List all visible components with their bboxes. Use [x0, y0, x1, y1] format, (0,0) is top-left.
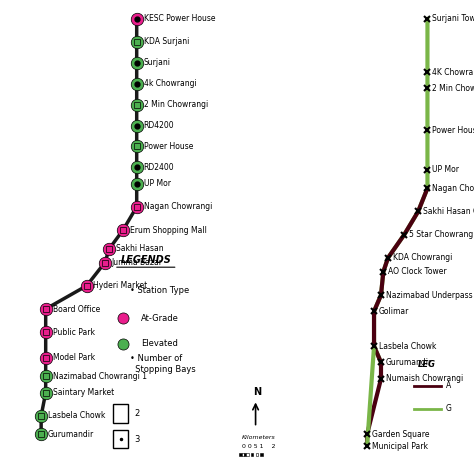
- Text: Saintary Market: Saintary Market: [53, 388, 114, 397]
- Text: Jumma Bazar: Jumma Bazar: [112, 258, 163, 267]
- Text: Model Park: Model Park: [53, 353, 95, 362]
- FancyBboxPatch shape: [113, 430, 128, 448]
- Text: Elevated: Elevated: [141, 339, 178, 348]
- Text: Board Office: Board Office: [53, 304, 100, 313]
- Text: At-Grade: At-Grade: [141, 314, 179, 323]
- Text: Municipal Park: Municipal Park: [372, 442, 428, 450]
- Text: Erum Shopping Mall: Erum Shopping Mall: [130, 226, 207, 235]
- Text: Public Park: Public Park: [53, 328, 94, 337]
- Bar: [251, 453, 253, 456]
- Text: AO Clock Tower: AO Clock Tower: [388, 267, 447, 276]
- Text: A: A: [446, 381, 451, 390]
- Text: 2: 2: [135, 409, 140, 418]
- Bar: [244, 453, 246, 456]
- Text: • Number of
  Stopping Bays: • Number of Stopping Bays: [130, 354, 196, 374]
- Text: Surjani Town: Surjani Town: [432, 14, 474, 23]
- Bar: [242, 453, 244, 456]
- Text: RD4200: RD4200: [144, 121, 174, 130]
- Text: 2 Min Chowrangi: 2 Min Chowrangi: [144, 100, 208, 109]
- Text: Gurumandir: Gurumandir: [48, 430, 94, 439]
- FancyBboxPatch shape: [113, 404, 128, 423]
- Text: Lasbela Chowk: Lasbela Chowk: [379, 342, 436, 351]
- Text: 4K Chowrangi: 4K Chowrangi: [432, 68, 474, 77]
- Text: Kilometers: Kilometers: [242, 435, 275, 440]
- Text: Power House: Power House: [432, 126, 474, 135]
- Text: UP Mor: UP Mor: [144, 179, 171, 188]
- Text: Nagan Chow: Nagan Chow: [432, 184, 474, 193]
- Text: Gurumandir: Gurumandir: [386, 358, 432, 367]
- Text: 0 0 5 1    2: 0 0 5 1 2: [242, 444, 275, 449]
- Text: KDA Chowrangi: KDA Chowrangi: [392, 254, 452, 263]
- Text: Golimar: Golimar: [379, 307, 409, 316]
- Text: Surjani: Surjani: [144, 58, 171, 67]
- Text: 5 Star Chowrangi: 5 Star Chowrangi: [409, 230, 474, 239]
- Text: Garden Square: Garden Square: [372, 430, 429, 439]
- Text: KDA Surjani: KDA Surjani: [144, 37, 189, 46]
- Bar: [260, 453, 263, 456]
- Text: UP Mor: UP Mor: [432, 165, 459, 174]
- Text: Nazimabad Chowrangi 1: Nazimabad Chowrangi 1: [53, 372, 146, 381]
- Text: 4k Chowrangi: 4k Chowrangi: [144, 79, 196, 88]
- Bar: [239, 453, 242, 456]
- Text: LEGENDS: LEGENDS: [120, 255, 171, 265]
- Text: Nazimabad Underpass: Nazimabad Underpass: [386, 291, 472, 300]
- Bar: [246, 453, 248, 456]
- Text: KESC Power House: KESC Power House: [144, 14, 215, 23]
- Text: Hyderi Market: Hyderi Market: [93, 281, 148, 290]
- Text: Numaish Chowrangi: Numaish Chowrangi: [386, 374, 463, 383]
- Text: LEG: LEG: [418, 360, 436, 369]
- Bar: [255, 453, 258, 456]
- Text: Lasbela Chowk: Lasbela Chowk: [48, 411, 105, 420]
- Text: Nagan Chowrangi: Nagan Chowrangi: [144, 202, 212, 211]
- Text: RD2400: RD2400: [144, 163, 174, 172]
- Text: G: G: [446, 404, 452, 413]
- Text: N: N: [253, 387, 261, 397]
- Text: 3: 3: [135, 435, 140, 444]
- Text: • Station Type: • Station Type: [130, 286, 189, 295]
- Text: Power House: Power House: [144, 142, 193, 151]
- Text: Sakhi Hasan Chow: Sakhi Hasan Chow: [423, 207, 474, 216]
- Text: Sakhi Hasan: Sakhi Hasan: [116, 244, 164, 253]
- Text: 2 Min Chowrangi: 2 Min Chowrangi: [432, 84, 474, 93]
